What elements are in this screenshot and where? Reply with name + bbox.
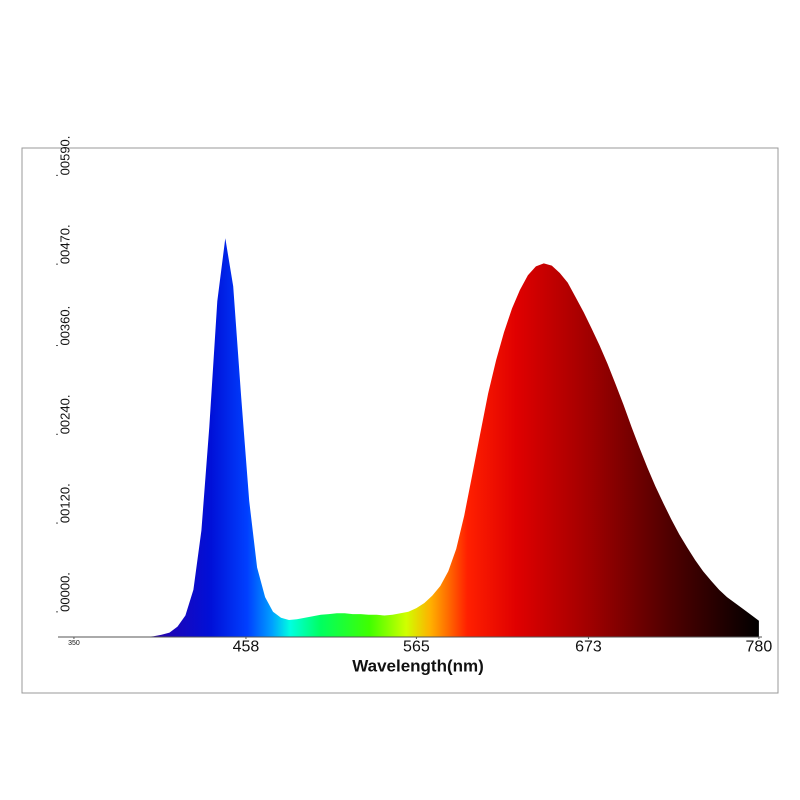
y-tick-label: 00360.	[57, 306, 72, 346]
y-tick-label: 00470.	[57, 224, 72, 264]
x-tick-label: 780	[746, 638, 773, 655]
y-tick-label: 00240.	[57, 395, 72, 435]
x-tick-label: 458	[233, 638, 260, 655]
y-tick-label: 00590.	[57, 136, 72, 176]
frame	[21, 147, 779, 694]
x-tick-label: 350	[68, 640, 80, 647]
plot: 00000. 00120. 00240. 00360. 00470. 00590. 350 4…	[56, 136, 773, 655]
spectrum-fill	[137, 238, 759, 638]
x-axis-label: Wavelength(nm)	[352, 656, 484, 675]
y-tick-label: 00000.	[57, 572, 72, 612]
x-tick-label: 673	[575, 638, 602, 655]
y-tick-label: 00120.	[57, 483, 72, 523]
x-tick-label: 565	[403, 638, 430, 655]
